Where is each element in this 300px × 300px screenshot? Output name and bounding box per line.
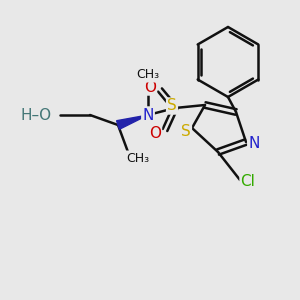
Text: S: S <box>181 124 191 140</box>
Polygon shape <box>117 115 148 129</box>
Text: O: O <box>144 80 156 94</box>
Text: CH₃: CH₃ <box>136 68 160 82</box>
Text: S: S <box>167 98 177 113</box>
Text: N: N <box>142 107 154 122</box>
Text: O: O <box>149 127 161 142</box>
Text: N: N <box>248 136 260 152</box>
Text: Cl: Cl <box>241 175 255 190</box>
Text: H–O: H–O <box>21 107 52 122</box>
Text: CH₃: CH₃ <box>126 152 150 164</box>
